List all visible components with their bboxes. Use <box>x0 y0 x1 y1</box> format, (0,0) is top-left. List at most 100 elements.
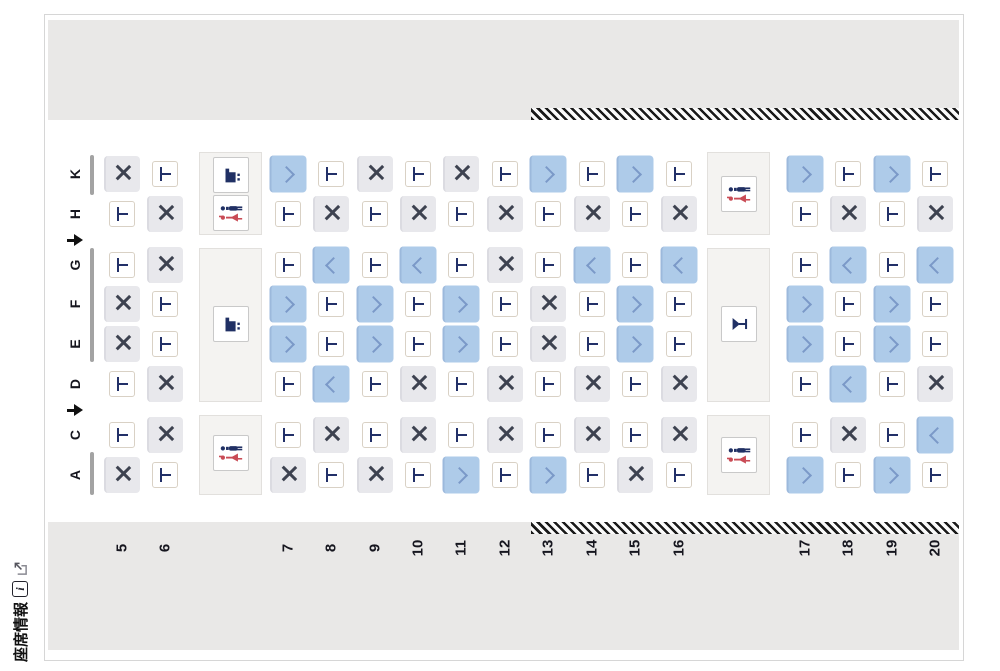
seat-letter-A: A <box>67 469 83 481</box>
seat-17D <box>792 371 818 397</box>
seat-12E <box>492 331 518 357</box>
seat-16G[interactable] <box>660 246 698 284</box>
aisle-arrow-icon <box>67 234 83 246</box>
seat-18C <box>830 417 866 453</box>
seat-11E[interactable] <box>442 325 480 363</box>
seat-10D <box>400 366 436 402</box>
chevron-right-icon <box>882 466 899 484</box>
chevron-right-icon <box>365 335 382 353</box>
seat-20G[interactable] <box>916 246 954 284</box>
row-number-19: 19 <box>883 539 901 557</box>
seat-20C[interactable] <box>916 416 954 454</box>
seat-17C <box>792 422 818 448</box>
seat-20E <box>922 331 948 357</box>
seat-19F[interactable] <box>873 285 911 323</box>
seat-14H <box>574 196 610 232</box>
seat-16K <box>666 161 692 187</box>
chevron-right-icon <box>278 295 295 313</box>
facility-icon-box <box>212 157 249 193</box>
seat-14D <box>574 366 610 402</box>
seat-5G <box>109 252 135 278</box>
bulkhead-bar <box>90 155 94 195</box>
chevron-right-icon <box>538 466 555 484</box>
seat-7K[interactable] <box>269 155 307 193</box>
seat-15G <box>622 252 648 278</box>
seat-9D <box>362 371 388 397</box>
seat-19E[interactable] <box>873 325 911 363</box>
seat-16A <box>666 462 692 488</box>
seat-17F[interactable] <box>786 285 824 323</box>
seat-7D <box>275 371 301 397</box>
lavatory-icon <box>726 187 750 203</box>
row-number-17: 17 <box>796 539 814 557</box>
seat-info-link[interactable]: 座席情報 i <box>9 552 31 662</box>
seat-18K <box>835 161 861 187</box>
fuselage-band-bottom <box>48 522 959 650</box>
seat-15E[interactable] <box>616 325 654 363</box>
seat-9E[interactable] <box>356 325 394 363</box>
seat-14G[interactable] <box>573 246 611 284</box>
seat-10A <box>405 462 431 488</box>
seat-14E <box>579 331 605 357</box>
seat-15C <box>622 422 648 448</box>
facility-icon-box <box>212 195 249 231</box>
seat-letter-E: E <box>67 339 83 349</box>
seat-8D[interactable] <box>312 365 350 403</box>
seat-15K[interactable] <box>616 155 654 193</box>
wing-hatch-top <box>531 108 959 120</box>
seat-9F[interactable] <box>356 285 394 323</box>
seat-20H <box>917 196 953 232</box>
facility-icon-box <box>720 437 757 473</box>
wing-hatch-bottom <box>531 522 959 534</box>
row-number-13: 13 <box>539 539 557 557</box>
seat-10G[interactable] <box>399 246 437 284</box>
seat-17K[interactable] <box>786 155 824 193</box>
seat-19K[interactable] <box>873 155 911 193</box>
seat-8C <box>313 417 349 453</box>
lavatory-icon <box>218 446 242 462</box>
seat-7F[interactable] <box>269 285 307 323</box>
seat-17E[interactable] <box>786 325 824 363</box>
bulkhead-bar <box>90 248 94 362</box>
seat-6C <box>147 417 183 453</box>
chevron-right-icon <box>795 295 812 313</box>
seat-10C <box>400 417 436 453</box>
chevron-left-icon <box>842 256 859 274</box>
chevron-left-icon <box>929 426 946 444</box>
seat-8G[interactable] <box>312 246 350 284</box>
seat-13A[interactable] <box>529 456 567 494</box>
seat-16D <box>661 366 697 402</box>
chevron-left-icon <box>929 256 946 274</box>
seat-8H <box>313 196 349 232</box>
row-number-6: 6 <box>156 543 174 553</box>
seat-8K <box>318 161 344 187</box>
seat-12H <box>487 196 523 232</box>
seat-19A[interactable] <box>873 456 911 494</box>
seat-10E <box>405 331 431 357</box>
bulkhead-bar <box>90 452 94 495</box>
seat-19G <box>879 252 905 278</box>
row-number-14: 14 <box>583 539 601 557</box>
seat-7E[interactable] <box>269 325 307 363</box>
seat-13C <box>535 422 561 448</box>
seat-13K[interactable] <box>529 155 567 193</box>
seat-18D[interactable] <box>829 365 867 403</box>
seat-11C <box>448 422 474 448</box>
seat-letter-F: F <box>67 299 83 309</box>
seat-19D <box>879 371 905 397</box>
facility-icon-box <box>212 306 249 342</box>
seat-17A[interactable] <box>786 456 824 494</box>
seat-20K <box>922 161 948 187</box>
seat-15A <box>617 457 653 493</box>
chevron-right-icon <box>882 165 899 183</box>
seat-13G <box>535 252 561 278</box>
chevron-left-icon <box>325 375 342 393</box>
seat-11F[interactable] <box>442 285 480 323</box>
seat-15F[interactable] <box>616 285 654 323</box>
chevron-left-icon <box>586 256 603 274</box>
row-number-11: 11 <box>452 540 470 556</box>
seat-11A[interactable] <box>442 456 480 494</box>
seat-18G[interactable] <box>829 246 867 284</box>
seat-8F <box>318 291 344 317</box>
